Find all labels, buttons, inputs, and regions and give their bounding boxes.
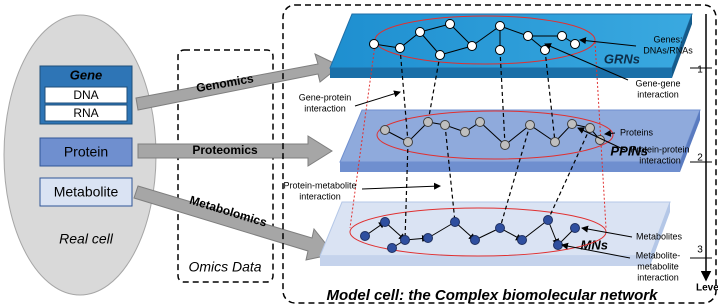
annotation: interaction bbox=[299, 191, 341, 201]
annotation: interaction bbox=[304, 103, 346, 113]
real-cell-label: Real cell bbox=[59, 231, 114, 247]
rna-label: RNA bbox=[73, 106, 98, 120]
annotation: Metabolite- bbox=[636, 250, 681, 260]
layer-label: GRNs bbox=[604, 51, 640, 66]
level-number: 3 bbox=[697, 245, 703, 256]
model-title: Model cell: the Complex biomolecular net… bbox=[327, 287, 659, 304]
annotation: Proteins bbox=[620, 127, 654, 137]
annotation: interaction bbox=[637, 89, 679, 99]
annotation: metabolite bbox=[637, 261, 679, 271]
annotation: interaction bbox=[637, 272, 679, 282]
gene-label: Gene bbox=[70, 67, 103, 82]
level-label: Leve bbox=[696, 283, 718, 294]
annotation: Protein-protein bbox=[630, 144, 689, 154]
ppin-plane-edge bbox=[340, 162, 680, 172]
protein-label: Protein bbox=[64, 144, 108, 160]
annotation: Gene-protein bbox=[299, 92, 352, 102]
annotation: Metabolites bbox=[636, 231, 683, 241]
mn-plane-edge bbox=[320, 256, 650, 266]
annotation: DNAs/RNAs bbox=[643, 45, 693, 55]
dna-label: DNA bbox=[73, 88, 98, 102]
annotation: Protein-metabolite bbox=[283, 180, 356, 190]
level-number: 1 bbox=[697, 65, 703, 76]
level-number: 2 bbox=[697, 153, 703, 164]
omics-label: Omics Data bbox=[188, 259, 261, 275]
diagram: Gene DNA RNA Protein Metabolite Real cel… bbox=[0, 0, 718, 306]
metabolite-label: Metabolite bbox=[54, 184, 119, 200]
mn-plane bbox=[320, 202, 670, 256]
annotation: Gene-gene bbox=[635, 78, 680, 88]
annotation: Genes: bbox=[653, 34, 682, 44]
proteomics-label: Proteomics bbox=[192, 143, 258, 157]
annotation: interaction bbox=[639, 155, 681, 165]
